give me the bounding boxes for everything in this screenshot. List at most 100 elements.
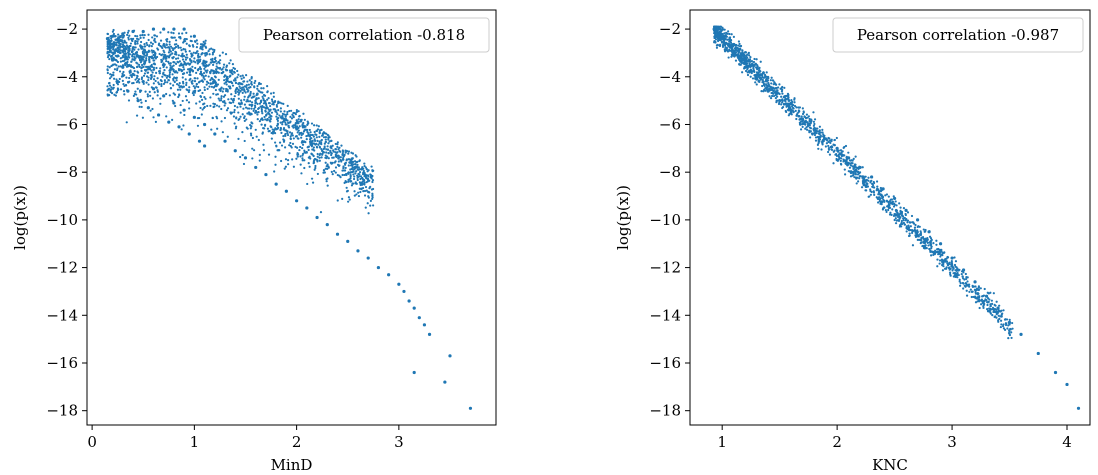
scatter-dot [124,53,127,56]
scatter-dot [136,97,139,100]
scatter-dot [299,145,302,149]
scatter-dot [877,191,881,194]
scatter-dot [252,92,255,95]
scatter-dot [781,105,785,109]
scatter-dot [302,130,306,133]
scatter-dot [191,92,194,95]
scatter-dot [757,79,761,82]
data-point [131,72,135,76]
scatter-dot [941,264,944,267]
scatter-dot [1002,309,1005,312]
scatter-dot [1001,325,1005,328]
scatter-dot [901,215,905,218]
data-point [192,115,196,119]
scatter-dot [242,76,245,79]
scatter-dot [184,58,188,61]
scatter-dot [112,71,115,74]
scatter-dot [230,81,233,84]
scatter-dot [819,134,822,137]
scatter-dot [762,90,765,93]
scatter-dot [131,46,135,49]
scatter-dot [934,249,937,252]
scatter-dot [262,127,265,130]
scatter-dot [243,139,246,143]
scatter-dot [158,52,161,56]
scatter-dot [195,82,198,86]
scatter-dot [309,131,312,134]
scatter-dot [958,278,961,281]
scatter-dot [741,58,744,62]
scatter-dot [367,169,370,172]
data-point [766,89,770,93]
scatter-dot [252,149,256,152]
scatter-dot [804,119,808,123]
scatter-dot [737,52,740,56]
scatter-dot [982,306,985,309]
scatter-dot [320,148,323,151]
scatter-dot [119,88,123,91]
scatter-dot [229,87,232,90]
scatter-dot [350,184,354,187]
scatter-dot [234,77,237,80]
scatter-dot [279,128,282,132]
scatter-dot [207,75,210,78]
data-point [468,406,473,410]
scatter-dot [825,142,828,145]
scatter-dot [323,145,326,148]
scatter-dot [208,85,211,88]
scatter-dot [198,80,201,83]
scatter-dot [944,257,947,261]
scatter-dot [179,46,182,49]
data-point [1036,351,1040,356]
scatter-dot [344,151,347,154]
scatter-dot [930,239,933,242]
y-tick-label: −8 [659,163,681,181]
scatter-dot [110,75,113,78]
scatter-dot [186,68,190,71]
scatter-dot [862,175,865,178]
scatter-dot [160,79,163,83]
scatter-dot [349,173,352,177]
scatter-dot [165,92,168,96]
scatter-dot [271,100,274,103]
data-point [141,79,145,84]
scatter-dot [107,54,110,57]
scatter-dot [121,59,124,63]
data-point [295,199,299,203]
data-point [346,239,350,243]
scatter-dot [348,178,351,181]
scatter-dot [318,159,321,162]
scatter-dot [163,81,167,84]
scatter-dot [118,70,122,73]
scatter-dot [118,42,121,45]
scatter-dot [294,113,297,116]
scatter-dot [196,50,199,53]
scatter-dot [258,159,261,162]
scatter-dot [850,159,853,162]
scatter-dot [312,124,316,127]
scatter-dot [354,172,357,175]
data-point [412,370,416,375]
scatter-dot [864,175,867,178]
scatter-dot [300,136,303,139]
scatter-dot [770,91,773,95]
x-tick-label: 1 [190,433,200,451]
data-point [443,380,447,384]
scatter-dot [282,127,286,130]
scatter-dot [330,139,333,142]
scatter-dot [215,93,218,96]
scatter-dot [115,59,118,62]
scatter-dot [1011,327,1014,330]
scatter-dot [370,177,373,180]
scatter-dot [358,168,361,171]
scatter-dot [805,128,809,131]
scatter-dot [151,36,154,39]
scatter-dot [336,173,339,177]
scatter-dot [220,120,223,123]
scatter-dot [985,298,988,302]
scatter-dot [848,166,852,169]
scatter-dot [781,98,784,101]
scatter-dot [861,166,864,169]
scatter-dot [126,31,130,34]
scatter-dot [193,77,196,80]
